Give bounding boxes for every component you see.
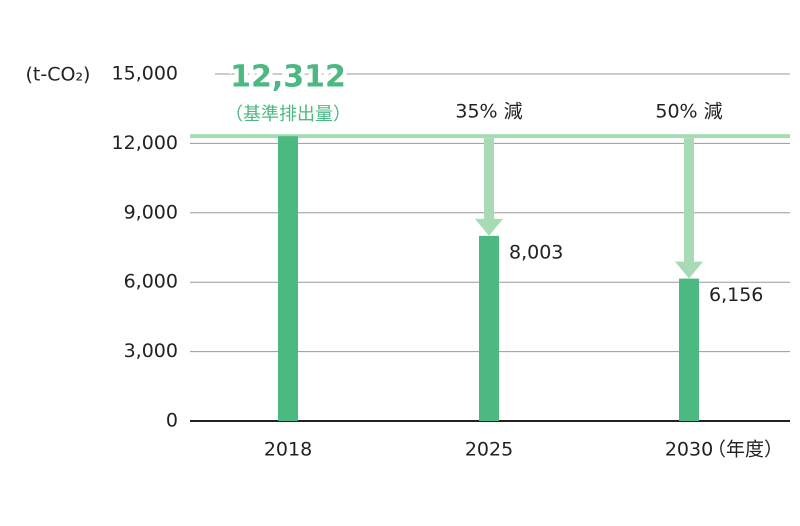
value-label: 12,312: [230, 60, 346, 95]
reduction-label: 50% 減: [655, 101, 722, 123]
reduction-arrow-shaft: [484, 138, 494, 220]
bar: [679, 278, 699, 421]
y-tick-label: 15,000: [112, 63, 178, 85]
y-tick-label: 3,000: [124, 340, 178, 362]
bar: [479, 235, 499, 421]
y-unit: (t-CO₂): [26, 64, 91, 86]
baseline-label: （基準排出量）: [225, 104, 351, 125]
reduction-arrow-head: [475, 218, 503, 236]
value-label: 6,156: [709, 284, 763, 306]
y-tick-label: 9,000: [124, 201, 178, 223]
reduction-arrow-head: [675, 261, 703, 279]
reduction-arrow-shaft: [684, 138, 694, 263]
x-tick-label: 2018: [264, 439, 312, 461]
reduction-label: 35% 減: [455, 101, 522, 123]
x-tick-label: 2030: [665, 439, 713, 461]
value-label: 8,003: [509, 241, 563, 263]
y-tick-label: 0: [166, 410, 178, 432]
y-tick-label: 12,000: [112, 132, 178, 154]
x-tick-label: 2025: [465, 439, 513, 461]
x-unit: （年度）: [707, 439, 783, 461]
y-tick-label: 6,000: [124, 271, 178, 293]
bar: [278, 136, 298, 421]
